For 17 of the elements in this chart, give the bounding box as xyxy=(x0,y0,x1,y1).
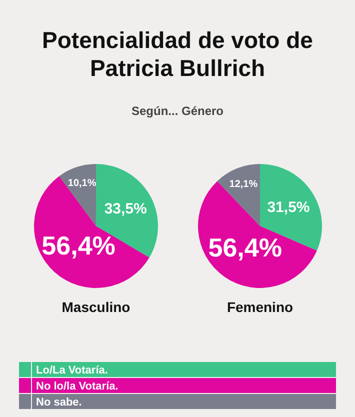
legend-label: Lo/La Votaría. xyxy=(36,364,108,376)
legend-label: No sabe. xyxy=(36,396,82,408)
legend-label: No lo/la Votaría. xyxy=(36,380,118,392)
data-label: 33,5% xyxy=(104,200,147,218)
data-label: 56,4% xyxy=(208,232,282,262)
chart-subtitle: Según... Género xyxy=(131,104,224,118)
text: Masculino xyxy=(62,299,130,315)
chart-title: Potencialidad de voto de Patricia Bullrich xyxy=(42,27,313,81)
data-label: 31,5% xyxy=(267,198,310,216)
pie-slice xyxy=(198,181,317,288)
data-label: 56,4% xyxy=(42,230,116,260)
pie-slice xyxy=(217,164,260,226)
pie-slice xyxy=(34,176,150,288)
data-label: 10,1% xyxy=(68,178,96,190)
data-label: 12,1% xyxy=(229,179,258,190)
text: Femenino xyxy=(226,299,294,315)
pie-slice xyxy=(59,164,96,226)
